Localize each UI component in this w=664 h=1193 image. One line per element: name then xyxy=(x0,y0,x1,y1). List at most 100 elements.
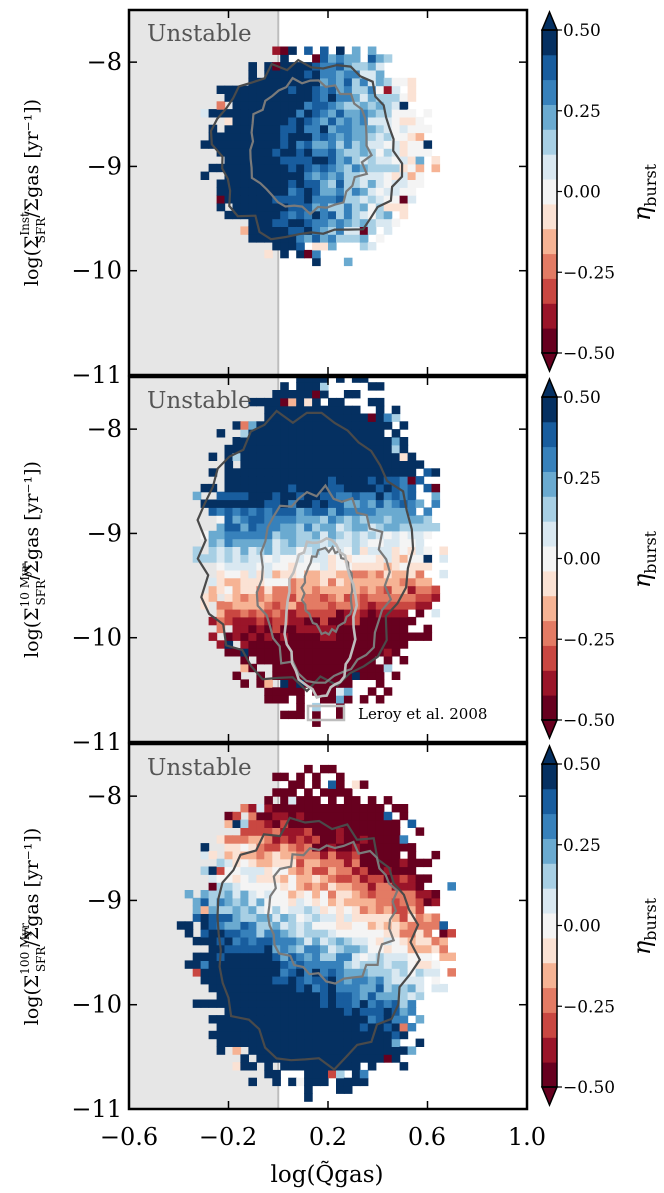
heatmap-cell xyxy=(232,437,242,446)
heatmap-cell xyxy=(391,616,401,626)
heatmap-cell xyxy=(296,116,305,126)
heatmap-cell xyxy=(367,1062,377,1071)
heatmap-cell xyxy=(304,569,313,579)
heatmap-cell xyxy=(336,93,345,102)
heatmap-cell xyxy=(383,640,393,649)
heatmap-cell xyxy=(280,788,289,797)
heatmap-cell xyxy=(320,234,329,243)
y-axis-label: log(Σ100 Myr SFR/Σgas [yr⁻¹]) xyxy=(18,828,48,1025)
heatmap-cell xyxy=(391,624,401,634)
heatmap-cell xyxy=(415,116,425,126)
heatmap-cell xyxy=(367,218,377,227)
heatmap-cell xyxy=(264,163,273,173)
heatmap-cell xyxy=(383,858,393,868)
heatmap-cell xyxy=(359,377,369,383)
heatmap-cell xyxy=(391,452,401,461)
heatmap-cell xyxy=(343,77,353,87)
heatmap-cell xyxy=(423,468,433,477)
heatmap-cell xyxy=(415,171,425,180)
y-tick-label: −8 xyxy=(87,782,122,810)
heatmap-cell xyxy=(367,1015,377,1024)
heatmap-cell xyxy=(383,796,393,805)
heatmap-cell xyxy=(431,156,441,165)
heatmap-cell xyxy=(280,1007,289,1016)
heatmap-cell xyxy=(328,148,337,157)
heatmap-cell xyxy=(304,377,313,383)
heatmap-cell xyxy=(423,897,433,907)
heatmap-cell xyxy=(336,835,345,844)
heatmap-cell xyxy=(359,499,369,508)
heatmap-cell xyxy=(328,109,337,118)
heatmap-cell xyxy=(296,382,305,391)
heatmap-cell xyxy=(296,811,305,821)
heatmap-cell xyxy=(256,507,265,516)
heatmap-cell xyxy=(359,671,369,680)
colorbar-segment xyxy=(542,54,557,81)
heatmap-cell xyxy=(192,546,202,555)
heatmap-cell xyxy=(391,93,401,102)
heatmap-cell xyxy=(343,874,353,883)
heatmap-cell xyxy=(288,616,297,626)
heatmap-cell xyxy=(359,1023,369,1032)
heatmap-cell xyxy=(296,156,305,165)
heatmap-cell xyxy=(288,452,297,461)
heatmap-cell xyxy=(272,46,281,55)
heatmap-cell xyxy=(264,640,273,649)
heatmap-cell xyxy=(304,656,313,665)
heatmap-cell xyxy=(359,421,369,430)
heatmap-cell xyxy=(232,952,242,961)
heatmap-cell xyxy=(248,624,257,634)
heatmap-cell xyxy=(280,960,289,969)
heatmap-cell xyxy=(383,585,393,594)
heatmap-cell xyxy=(304,171,313,180)
heatmap-cell xyxy=(320,390,329,399)
heatmap-cell xyxy=(248,476,257,485)
heatmap-cell xyxy=(272,788,281,797)
heatmap-cell xyxy=(359,210,369,220)
heatmap-cell xyxy=(375,70,385,79)
heatmap-cell xyxy=(343,921,353,930)
heatmap-cell xyxy=(224,468,234,477)
heatmap-cell xyxy=(375,77,385,87)
heatmap-cell xyxy=(296,249,305,259)
heatmap-cell xyxy=(248,882,257,891)
heatmap-cell xyxy=(304,890,313,899)
heatmap-cell xyxy=(248,62,257,71)
heatmap-cell xyxy=(383,530,393,540)
density-contour xyxy=(216,816,422,1071)
heatmap-cell xyxy=(328,640,337,649)
heatmap-cell xyxy=(399,905,409,914)
heatmap-cell xyxy=(240,116,249,126)
heatmap-cell xyxy=(256,116,265,126)
heatmap-cell xyxy=(367,156,377,165)
heatmap-cell xyxy=(248,952,257,961)
heatmap-cell xyxy=(336,218,345,227)
heatmap-cell xyxy=(256,968,265,977)
heatmap-cell xyxy=(343,523,353,532)
heatmap-cell xyxy=(264,991,273,1001)
heatmap-cell xyxy=(320,648,329,657)
heatmap-cell xyxy=(375,195,385,204)
heatmap-cell xyxy=(351,421,361,430)
heatmap-cell xyxy=(272,452,281,461)
heatmap-cell xyxy=(320,1062,329,1071)
heatmap-cell xyxy=(312,577,321,587)
heatmap-cell xyxy=(415,983,425,993)
y-tick-label: −9 xyxy=(87,519,122,547)
heatmap-cell xyxy=(407,116,417,126)
heatmap-cell xyxy=(399,444,409,454)
heatmap-cell xyxy=(272,804,281,813)
heatmap-cell xyxy=(256,585,265,594)
heatmap-cell xyxy=(280,687,289,696)
heatmap-cell xyxy=(320,148,329,157)
heatmap-cell xyxy=(336,460,345,469)
heatmap-cell xyxy=(320,1069,329,1079)
heatmap-cell xyxy=(272,632,281,641)
heatmap-cell xyxy=(343,616,353,626)
heatmap-cell xyxy=(399,202,409,212)
density-contour xyxy=(249,76,374,216)
heatmap-cell xyxy=(343,515,353,524)
heatmap-cell xyxy=(351,195,361,204)
heatmap-cell xyxy=(208,929,218,938)
heatmap-cell xyxy=(248,983,257,993)
